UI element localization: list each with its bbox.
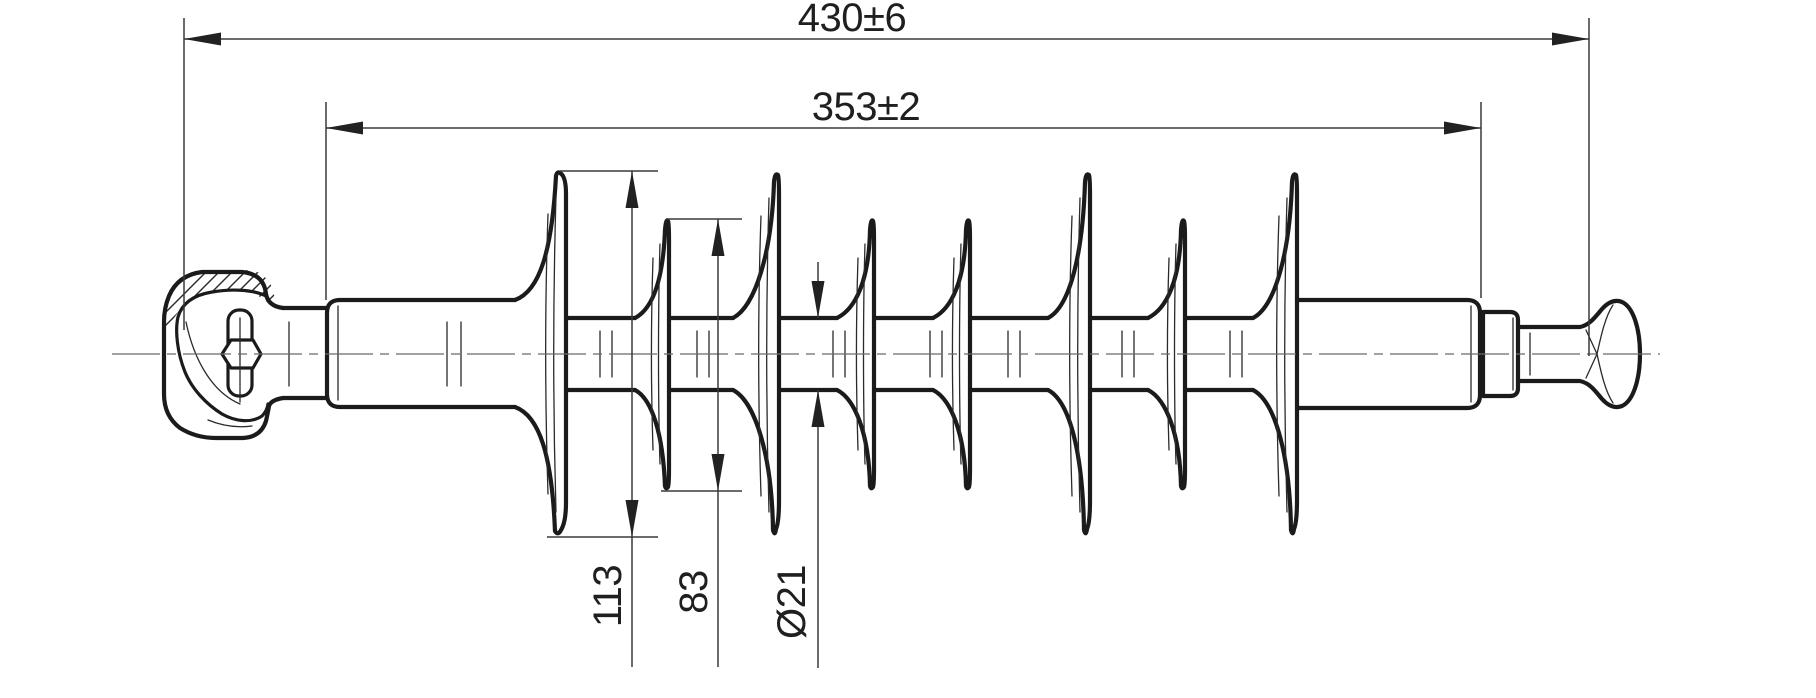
shed-contour bbox=[766, 197, 770, 513]
arrowhead-up bbox=[711, 219, 725, 256]
arrowhead-down bbox=[625, 500, 639, 537]
shed-contour bbox=[650, 257, 654, 451]
clevis-outer-outline bbox=[161, 269, 286, 441]
dim-label-insulating-length: 353±2 bbox=[812, 85, 920, 129]
arrowhead-down bbox=[811, 281, 825, 318]
ball-cone-line bbox=[1596, 353, 1614, 404]
clevis-inner-contour bbox=[185, 321, 241, 405]
shed-contour bbox=[758, 215, 762, 497]
arrowhead-right bbox=[1444, 121, 1481, 135]
dim-label-rod-diameter: Ø21 bbox=[770, 565, 814, 639]
arrowhead-left bbox=[184, 32, 221, 46]
ball-fitting-collar bbox=[1480, 309, 1521, 399]
dim-label-small-shed: 83 bbox=[672, 570, 716, 614]
arrowhead-right bbox=[1552, 32, 1589, 46]
dimension-insulating-length: 353±2 bbox=[325, 85, 1482, 300]
dimension-overall-length: 430±6 bbox=[183, 0, 1590, 356]
shed-contour bbox=[1166, 257, 1170, 451]
shed-contour bbox=[545, 213, 549, 495]
shed-contour bbox=[958, 243, 962, 465]
clevis-cavity-outline bbox=[175, 288, 270, 423]
weather-shed-large-3 bbox=[1045, 172, 1093, 536]
weather-shed-large-4 bbox=[1250, 172, 1300, 536]
shed-contour bbox=[553, 195, 557, 513]
arrowhead-up bbox=[625, 171, 639, 208]
silicone-housing bbox=[324, 170, 1483, 536]
dim-label-large-shed: 113 bbox=[586, 565, 630, 627]
weather-shed-large-1 bbox=[512, 170, 569, 536]
dimension-rod-diameter: Ø21 bbox=[770, 262, 825, 668]
clevis-end-fitting bbox=[161, 269, 330, 441]
shed-contour bbox=[1284, 197, 1288, 513]
shed-contour bbox=[1173, 243, 1177, 465]
shed-contour bbox=[951, 257, 955, 451]
shed-contour bbox=[1069, 215, 1073, 497]
arrowhead-up bbox=[811, 390, 825, 427]
sheath-lines bbox=[565, 315, 1256, 393]
arrowhead-left bbox=[326, 121, 363, 135]
shed-contour bbox=[862, 243, 866, 465]
arrowhead-down bbox=[711, 454, 725, 491]
shed-contour bbox=[1276, 215, 1280, 497]
weather-shed-large-2 bbox=[730, 172, 782, 536]
clevis-bottom-contour bbox=[207, 419, 253, 428]
dim-label-overall-length: 430±6 bbox=[798, 0, 906, 40]
dimension-large-shed: 113 bbox=[547, 170, 658, 667]
shed-contour bbox=[657, 243, 661, 465]
ball-cone-line bbox=[1596, 304, 1614, 355]
weather-shed-small-2 bbox=[834, 218, 877, 491]
dimension-small-shed: 83 bbox=[661, 218, 742, 667]
shed-contour bbox=[855, 257, 859, 451]
shed-contour bbox=[1077, 197, 1081, 513]
